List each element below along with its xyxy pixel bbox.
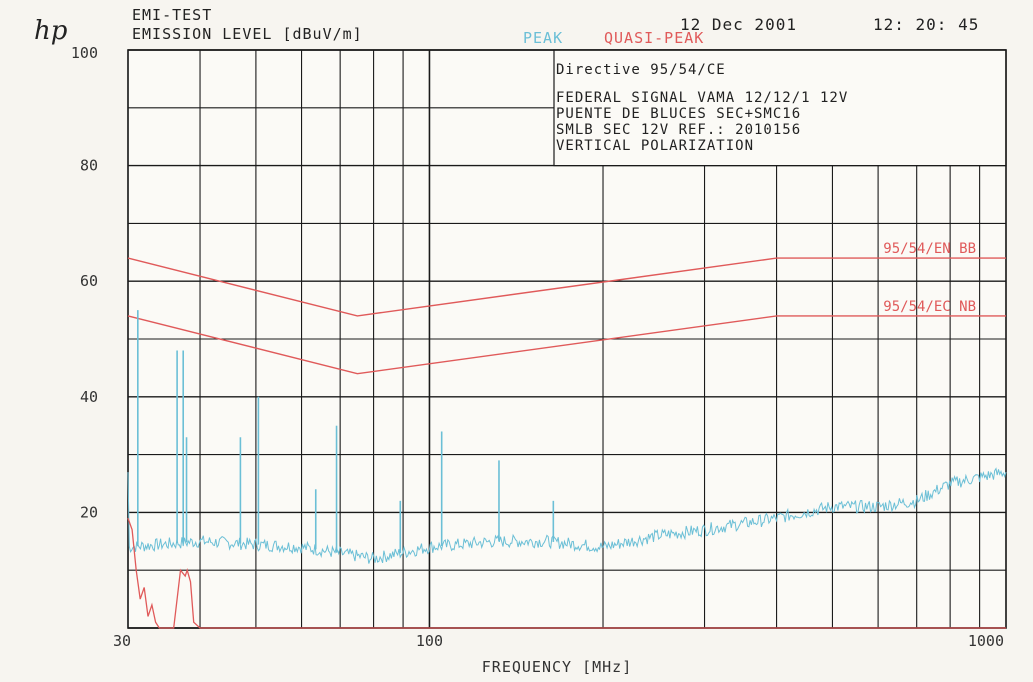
limit-line-label: 95/54/EN BB xyxy=(883,241,976,257)
x-axis-label: FREQUENCY [MHz] xyxy=(482,658,632,676)
limit-line-2 xyxy=(127,315,1006,375)
x-tick-label: 100 xyxy=(416,632,443,650)
y-tick-label: 40 xyxy=(80,388,98,406)
peak-series-line xyxy=(127,467,1007,564)
info-line-1: FEDERAL SIGNAL VAMA 12/12/1 12V xyxy=(556,90,849,106)
date-label: 12 Dec 2001 xyxy=(680,15,797,34)
directive-label: Directive 95/54/CE xyxy=(556,62,726,78)
info-box: Directive 95/54/CE FEDERAL SIGNAL VAMA 1… xyxy=(556,62,1005,154)
chart-title: EMI-TEST xyxy=(132,6,213,24)
info-line-2: PUENTE DE BLUCES SEC+SMC16 xyxy=(556,106,802,122)
hp-logo: hp xyxy=(34,16,68,46)
x-tick-label: 1000 xyxy=(968,632,1004,650)
legend-peak: PEAK xyxy=(523,29,564,47)
quasi-peak-series-line xyxy=(127,517,1006,629)
legend-quasi-peak: QUASI-PEAK xyxy=(604,29,705,47)
info-line-3: SMLB SEC 12V REF.: 2010156 xyxy=(556,122,802,138)
limit-line-1 xyxy=(127,257,1006,317)
chart-subtitle: EMISSION LEVEL [dBuV/m] xyxy=(132,25,363,43)
info-line-4: VERTICAL POLARIZATION xyxy=(556,138,755,154)
time-label: 12: 20: 45 xyxy=(873,15,980,34)
y-tick-label: 60 xyxy=(80,272,98,290)
info-box-frame xyxy=(553,49,1007,167)
x-tick-label: 30 xyxy=(113,632,131,650)
y-tick-label: 80 xyxy=(80,157,98,175)
limit-line-label: 95/54/EC NB xyxy=(883,299,976,315)
y-tick-label: 100 xyxy=(71,44,98,62)
y-tick-label: 20 xyxy=(80,503,98,521)
